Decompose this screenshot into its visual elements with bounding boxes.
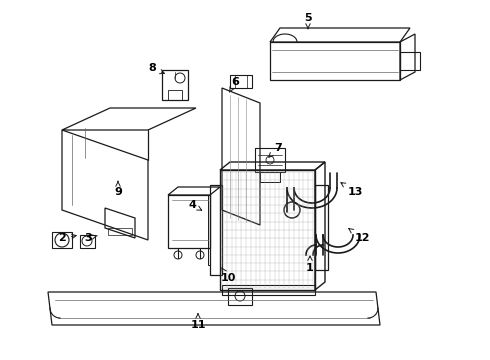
Text: 5: 5 bbox=[304, 13, 312, 29]
Text: 2: 2 bbox=[58, 233, 76, 243]
Text: 8: 8 bbox=[148, 63, 165, 74]
Text: 10: 10 bbox=[220, 268, 236, 283]
Text: 7: 7 bbox=[269, 143, 282, 157]
Text: 11: 11 bbox=[190, 314, 206, 330]
Text: 4: 4 bbox=[188, 200, 202, 210]
Text: 9: 9 bbox=[114, 181, 122, 197]
Text: 13: 13 bbox=[341, 183, 363, 197]
Text: 1: 1 bbox=[306, 256, 314, 273]
Text: 12: 12 bbox=[349, 229, 370, 243]
Text: 6: 6 bbox=[229, 77, 239, 92]
Text: 3: 3 bbox=[84, 233, 98, 243]
